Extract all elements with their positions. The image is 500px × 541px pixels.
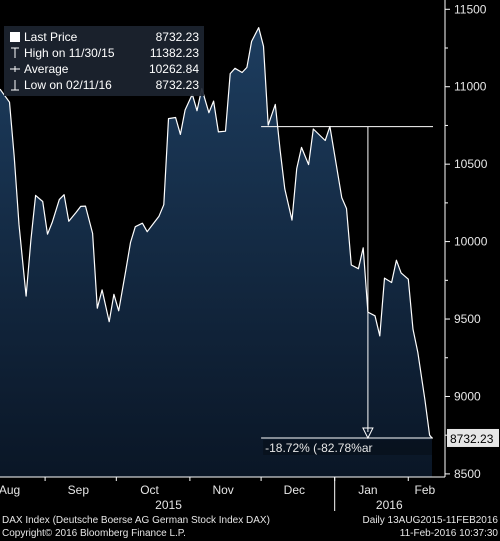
legend-entry-value: 10262.84 bbox=[149, 62, 199, 76]
annotation-arrow-head bbox=[362, 427, 374, 440]
year-label: 2016 bbox=[376, 498, 403, 512]
axis-layer: 8500 9000 9500 10000 10500 11000 11500 Aug Sep Oc… bbox=[0, 0, 499, 512]
annotation-text-bg bbox=[263, 439, 433, 455]
legend-entry-label: Average bbox=[24, 62, 69, 76]
y-tick-label: 10500 bbox=[454, 157, 488, 171]
legend-entry-value: 11382.23 bbox=[150, 46, 199, 60]
x-tick-label: Jan bbox=[358, 483, 377, 497]
swatch-icon bbox=[10, 32, 20, 42]
y-tick-label: 9500 bbox=[454, 312, 481, 326]
legend-entry-value: 8732.23 bbox=[156, 30, 200, 44]
legend-entry: Average 10262.84 bbox=[10, 62, 199, 76]
footer-copyright: Copyright© 2016 Bloomberg Finance L.P. bbox=[2, 528, 186, 539]
annotation-layer: -18.72% (-82.78%ar bbox=[261, 126, 433, 455]
footer-line-1: DAX Index (Deutsche Boerse AG German Sto… bbox=[0, 514, 500, 528]
legend-box bbox=[4, 26, 204, 96]
last-price-box bbox=[447, 428, 499, 447]
footer-index-name: DAX Index (Deutsche Boerse AG German Sto… bbox=[2, 515, 270, 526]
legend-entry: Last Price 8732.23 bbox=[10, 30, 199, 44]
x-tick-label: Sep bbox=[68, 483, 90, 497]
y-tick-label: 10000 bbox=[454, 235, 488, 249]
legend-entry-label: Low on 02/11/16 bbox=[24, 78, 112, 92]
annotation-text: -18.72% (-82.78%ar bbox=[265, 441, 372, 455]
footer-line-2: Copyright© 2016 Bloomberg Finance L.P. 1… bbox=[0, 527, 500, 541]
y-tick-label: 11500 bbox=[454, 2, 487, 16]
x-tick-label: Dec bbox=[284, 483, 305, 497]
price-chart: -18.72% (-82.78%ar 8500 9000 9500 10000 1050… bbox=[0, 0, 499, 512]
x-tick-label: Aug bbox=[0, 483, 20, 497]
last-price-label: 8732.23 bbox=[450, 432, 494, 446]
legend-entry-label: Last Price bbox=[24, 30, 78, 44]
year-label: 2015 bbox=[155, 498, 182, 512]
x-tick-label: Feb bbox=[415, 483, 436, 497]
y-tick-label: 11000 bbox=[454, 80, 487, 94]
area-layer bbox=[0, 27, 433, 477]
legend-entry-label: High on 11/30/15 bbox=[24, 46, 115, 60]
footer-timestamp: 11-Feb-2016 10:37:30 bbox=[399, 528, 498, 539]
x-tick-label: Oct bbox=[140, 483, 159, 497]
x-tick-label: Nov bbox=[212, 483, 233, 497]
legend-entry: High on 11/30/15 11382.23 bbox=[11, 46, 199, 60]
legend-entry-value: 8732.23 bbox=[156, 78, 200, 92]
legend: Last Price 8732.23 High on 11/30/15 11382.2… bbox=[4, 26, 204, 96]
y-tick-label: 9000 bbox=[454, 389, 481, 403]
legend-entry: Low on 02/11/16 8732.23 bbox=[11, 78, 199, 92]
last-price-line bbox=[0, 27, 433, 439]
y-tick-label: 8500 bbox=[454, 467, 481, 481]
footer-date-range: Daily 13AUG2015-11FEB2016 bbox=[362, 515, 498, 526]
